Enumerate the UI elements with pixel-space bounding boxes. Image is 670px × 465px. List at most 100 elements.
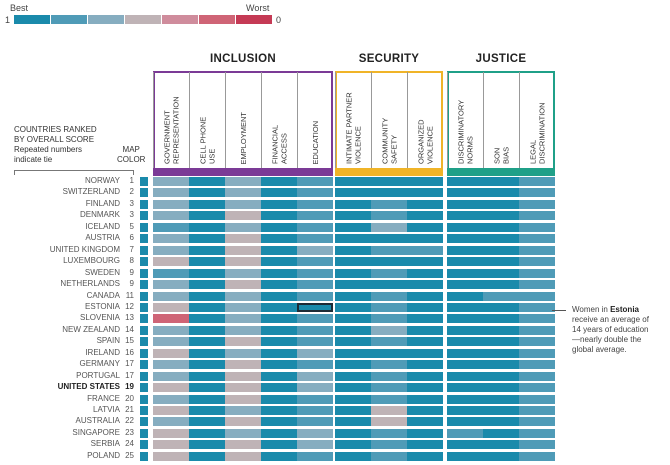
column-header-9: DISCRIMINATORY NORMS — [447, 72, 483, 168]
country-name: LUXEMBOURG — [63, 256, 120, 266]
heatmap-cell — [371, 280, 407, 290]
heatmap-cell — [407, 199, 443, 209]
heatmap-cell — [407, 417, 443, 427]
heatmap-cell — [519, 245, 555, 255]
country-label-wrap: NETHERLANDS — [0, 279, 120, 290]
heatmap-cell — [225, 245, 261, 255]
heatmap-cell — [483, 428, 519, 438]
heatmap-cell — [225, 451, 261, 461]
heatmap-cell — [189, 360, 225, 370]
pillar-security-title: SECURITY — [358, 53, 420, 65]
heatmap-cell — [335, 417, 371, 427]
country-name: NORWAY — [85, 176, 120, 185]
country-name: IRELAND — [85, 347, 120, 357]
country-rank: 6 — [129, 233, 134, 243]
heatmap-cell — [261, 222, 297, 232]
map-color-swatch — [140, 177, 148, 186]
heatmap-cell — [153, 177, 189, 186]
country-label-wrap: SWEDEN — [0, 268, 120, 279]
country-label-wrap: LATVIA — [0, 405, 120, 416]
heatmap-cell — [519, 406, 555, 415]
heatmap-cell — [189, 440, 225, 450]
column-headers: GOVERNMENT REPRESENTATION CELL PHONE USE EMP… — [0, 0, 670, 180]
heatmap-cell — [483, 291, 519, 301]
heatmap-cell — [483, 222, 519, 232]
heatmap-cell — [261, 337, 297, 347]
heatmap-cell — [483, 406, 519, 415]
heatmap-cell — [297, 291, 333, 301]
map-color-swatch — [140, 211, 148, 221]
country-rank: 21 — [125, 405, 134, 414]
heatmap-cell — [407, 325, 443, 335]
heatmap-cell — [483, 383, 519, 393]
ranked-line-1: COUNTRIES RANKED — [14, 125, 97, 134]
heatmap-cell — [447, 188, 483, 198]
map-color-swatch — [140, 314, 148, 324]
heatmap-cell — [447, 360, 483, 370]
heatmap-cell — [519, 177, 555, 186]
heatmap-cell — [483, 177, 519, 186]
heatmap-cell — [407, 406, 443, 415]
heatmap-cell — [189, 451, 225, 461]
country-rank: 12 — [125, 301, 134, 311]
heatmap-cell — [335, 222, 371, 232]
heatmap-cell — [261, 325, 297, 335]
heatmap-cell — [407, 257, 443, 267]
heatmap-cell — [519, 417, 555, 427]
heatmap-cell — [153, 371, 189, 381]
legend-swatch-2 — [51, 15, 87, 24]
heatmap-cell — [297, 222, 333, 232]
map-color-swatch — [140, 440, 148, 450]
heatmap-cell — [447, 440, 483, 450]
heatmap-cell — [189, 234, 225, 244]
heatmap-cell — [483, 188, 519, 198]
heatmap-cell — [261, 291, 297, 301]
heatmap-cell — [153, 302, 189, 312]
country-name: SWEDEN — [84, 267, 120, 277]
heatmap-cell — [189, 177, 225, 186]
annotation-line-4: —nearly double the — [572, 335, 642, 344]
map-color-swatch — [140, 360, 148, 370]
heatmap-cell — [447, 211, 483, 221]
pillar-justice-title: JUSTICE — [475, 53, 527, 65]
heatmap-cell — [297, 428, 333, 438]
column-header-10: SON BIAS — [483, 72, 519, 168]
heatmap-cell — [447, 428, 483, 438]
country-label-wrap: SINGAPORE — [0, 428, 120, 439]
map-color-swatch — [140, 428, 148, 438]
heatmap-cell — [447, 234, 483, 244]
pillar-gap-1 — [443, 177, 445, 464]
heatmap-cell — [483, 371, 519, 381]
heatmap-cell — [371, 177, 407, 186]
heatmap-cell — [261, 360, 297, 370]
heatmap-cell — [225, 337, 261, 347]
heatmap-cell — [519, 394, 555, 404]
country-label-wrap: DENMARK — [0, 210, 120, 221]
heatmap-cell — [189, 280, 225, 290]
heatmap-cell — [371, 199, 407, 209]
heatmap-cell — [407, 371, 443, 381]
country-name: NEW ZEALAND — [62, 324, 120, 334]
ranked-explanation: COUNTRIES RANKED BY OVERALL SCORE Repeat… — [14, 125, 97, 165]
heatmap-cell — [335, 199, 371, 209]
map-color-line-1: MAP — [122, 145, 140, 154]
heatmap-cell — [483, 268, 519, 278]
heatmap-cell — [225, 291, 261, 301]
map-color-swatch — [140, 268, 148, 278]
heatmap-cell — [153, 428, 189, 438]
heatmap-cell — [407, 268, 443, 278]
country-rank: 3 — [129, 198, 134, 208]
heatmap-cell — [297, 440, 333, 450]
map-color-swatch — [140, 222, 148, 232]
heatmap-cell — [447, 314, 483, 324]
heatmap-cell — [447, 337, 483, 347]
country-rank: 19 — [125, 382, 134, 392]
heatmap-cell — [447, 199, 483, 209]
heatmap-cell — [519, 428, 555, 438]
heatmap-cell — [407, 302, 443, 312]
map-color-swatch — [140, 383, 148, 393]
country-name: SINGAPORE — [72, 427, 120, 437]
heatmap-cell — [297, 245, 333, 255]
heatmap-cell — [153, 440, 189, 450]
legend-color-scale — [14, 0, 274, 30]
